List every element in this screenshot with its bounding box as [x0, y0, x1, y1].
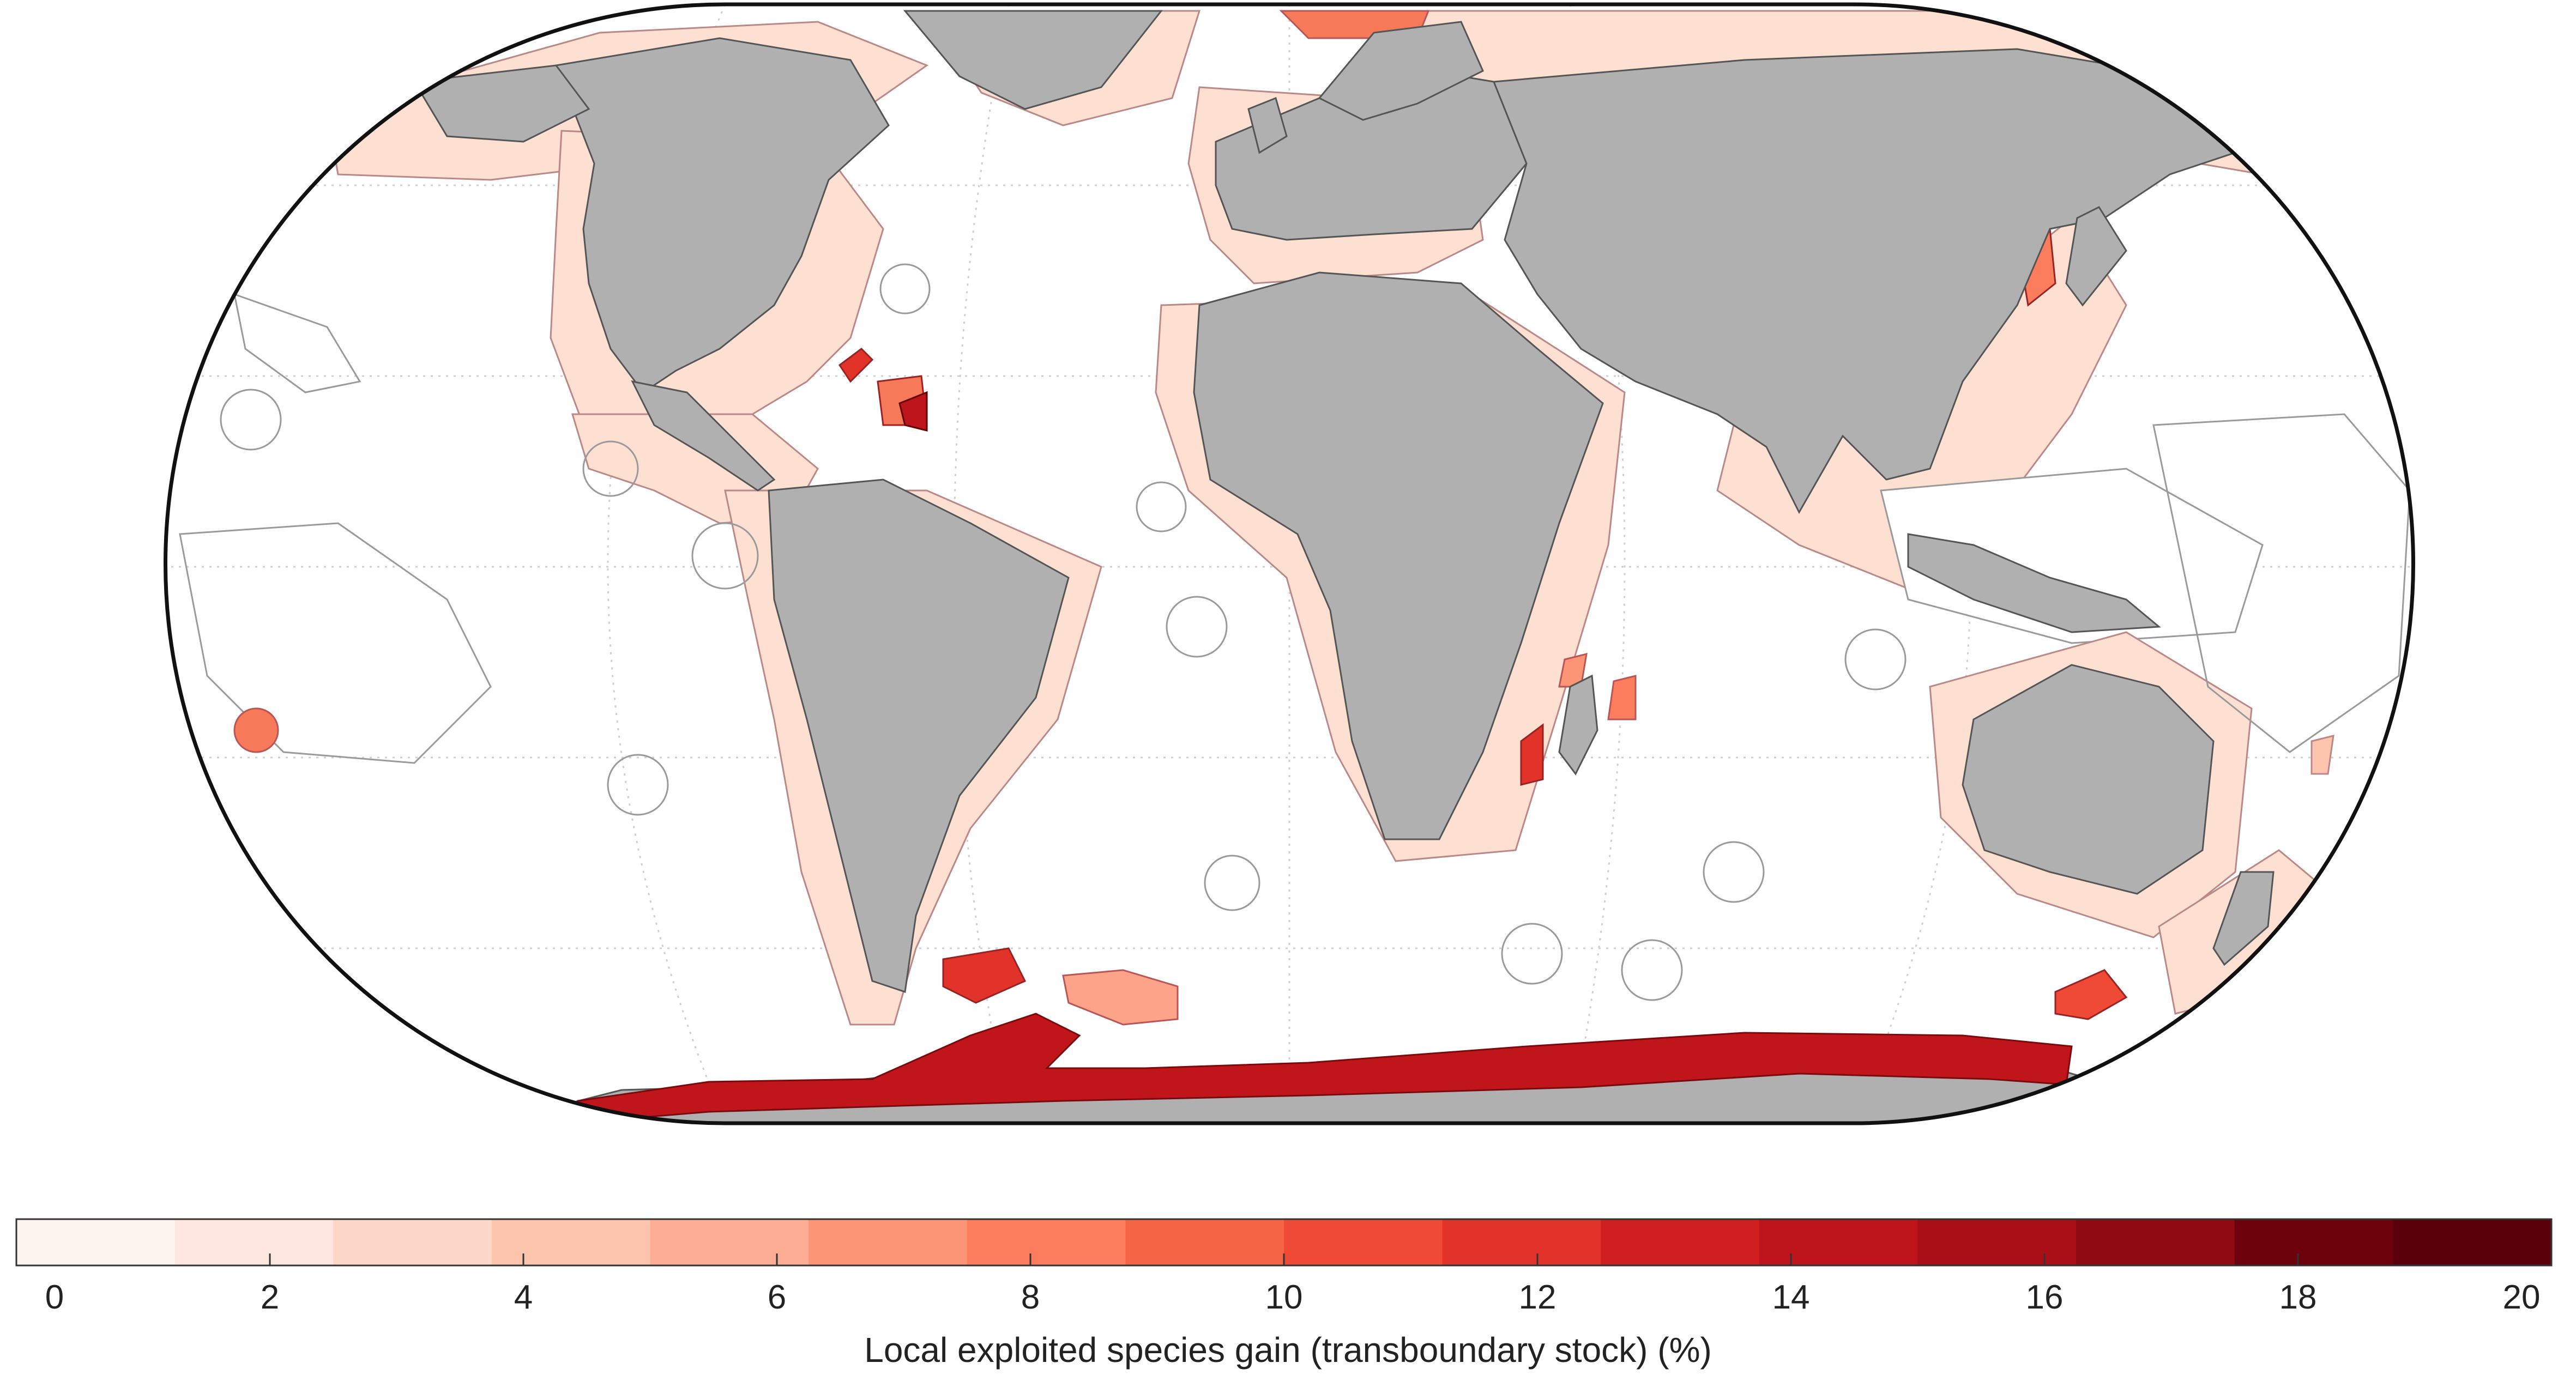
eez-indian-island [1844, 628, 1907, 691]
eez-madagascar-east [1607, 675, 1637, 720]
colorbar-bin [174, 1219, 334, 1265]
land-masses [413, 10, 2275, 1123]
land-south-america [768, 479, 1070, 993]
land-indonesia [1907, 533, 2161, 633]
colorbar-tick-label: 8 [1021, 1279, 1040, 1316]
land-australia [1962, 664, 2215, 895]
eez-atlantic-island [1166, 596, 1228, 658]
eez-pacific-island [220, 389, 282, 451]
colorbar-bin [333, 1219, 492, 1265]
land-north-america [554, 37, 890, 394]
colorbar-label: Local exploited species gain (transbound… [864, 1330, 1712, 1370]
eez-mozambique [1520, 723, 1544, 786]
land-africa [1193, 271, 1604, 840]
colorbar-bin [16, 1219, 176, 1265]
eez-pacific-island [691, 522, 759, 590]
colorbar-tick-label: 2 [260, 1279, 280, 1316]
land-alaska [413, 64, 590, 143]
land-scandinavia [1318, 21, 1484, 121]
eez-caribbean-3 [898, 391, 928, 432]
colorbar-tick-label: 14 [1772, 1279, 1810, 1316]
colorbar-tick-label: 4 [514, 1279, 533, 1316]
colorbar-tick-label: 20 [2502, 1279, 2541, 1316]
eez-indian-island [1501, 923, 1563, 985]
land-madagascar [1558, 674, 1598, 776]
colorbar-tick-label: 16 [2025, 1279, 2064, 1316]
colorbar-bin [650, 1219, 809, 1265]
eez-western-pacific [2152, 413, 2411, 753]
eez-indian-island [1621, 939, 1683, 1001]
eez-polynesia [179, 522, 492, 764]
eez-pacific-island [582, 440, 639, 497]
eez-atlantic-island [1204, 855, 1260, 911]
colorbar-tick-label: 10 [1265, 1279, 1303, 1316]
colorbar [15, 1218, 2553, 1267]
colorbar-bin [1917, 1219, 2077, 1265]
colorbar-bin [1442, 1219, 1601, 1265]
eez-caribbean-1 [838, 348, 874, 383]
colorbar-tick-label: 0 [45, 1279, 64, 1316]
eez-easter-island [233, 707, 279, 753]
eez-indian-island [1703, 841, 1765, 903]
eez-hawaii [233, 293, 361, 393]
eez-vanuatu [2310, 735, 2334, 775]
land-uk [1247, 96, 1288, 154]
colorbar-bin [1601, 1219, 1760, 1265]
eez-falklands [942, 947, 1027, 1004]
eez-atlantic-island [1136, 481, 1187, 532]
colorbar-tick-label: 12 [1518, 1279, 1557, 1316]
colorbar-bin [809, 1219, 968, 1265]
colorbar-bin [967, 1219, 1126, 1265]
colorbar-bin [2076, 1219, 2235, 1265]
eez-pacific-island [607, 754, 669, 816]
colorbar-bin [2234, 1219, 2393, 1265]
colorbar-bin [1759, 1219, 1918, 1265]
colorbar-bin [491, 1219, 650, 1265]
colorbar-tick-label: 18 [2279, 1279, 2317, 1316]
colorbar-bin [1125, 1219, 1284, 1265]
land-central-america [631, 380, 776, 492]
map-frame [164, 2, 2415, 1125]
eez-macquarie [2054, 969, 2128, 1020]
colorbar-bin [1284, 1219, 1443, 1265]
land-japan [2065, 206, 2127, 307]
land-new-zealand [2212, 871, 2275, 966]
colorbar-tick-label: 6 [767, 1279, 787, 1316]
eez-antarctic-ring [577, 1013, 2073, 1123]
colorbar-bin [2393, 1219, 2552, 1265]
eez-south-georgia [1062, 969, 1179, 1026]
land-greenland [903, 10, 1163, 110]
eez-atlantic-island [879, 263, 931, 314]
